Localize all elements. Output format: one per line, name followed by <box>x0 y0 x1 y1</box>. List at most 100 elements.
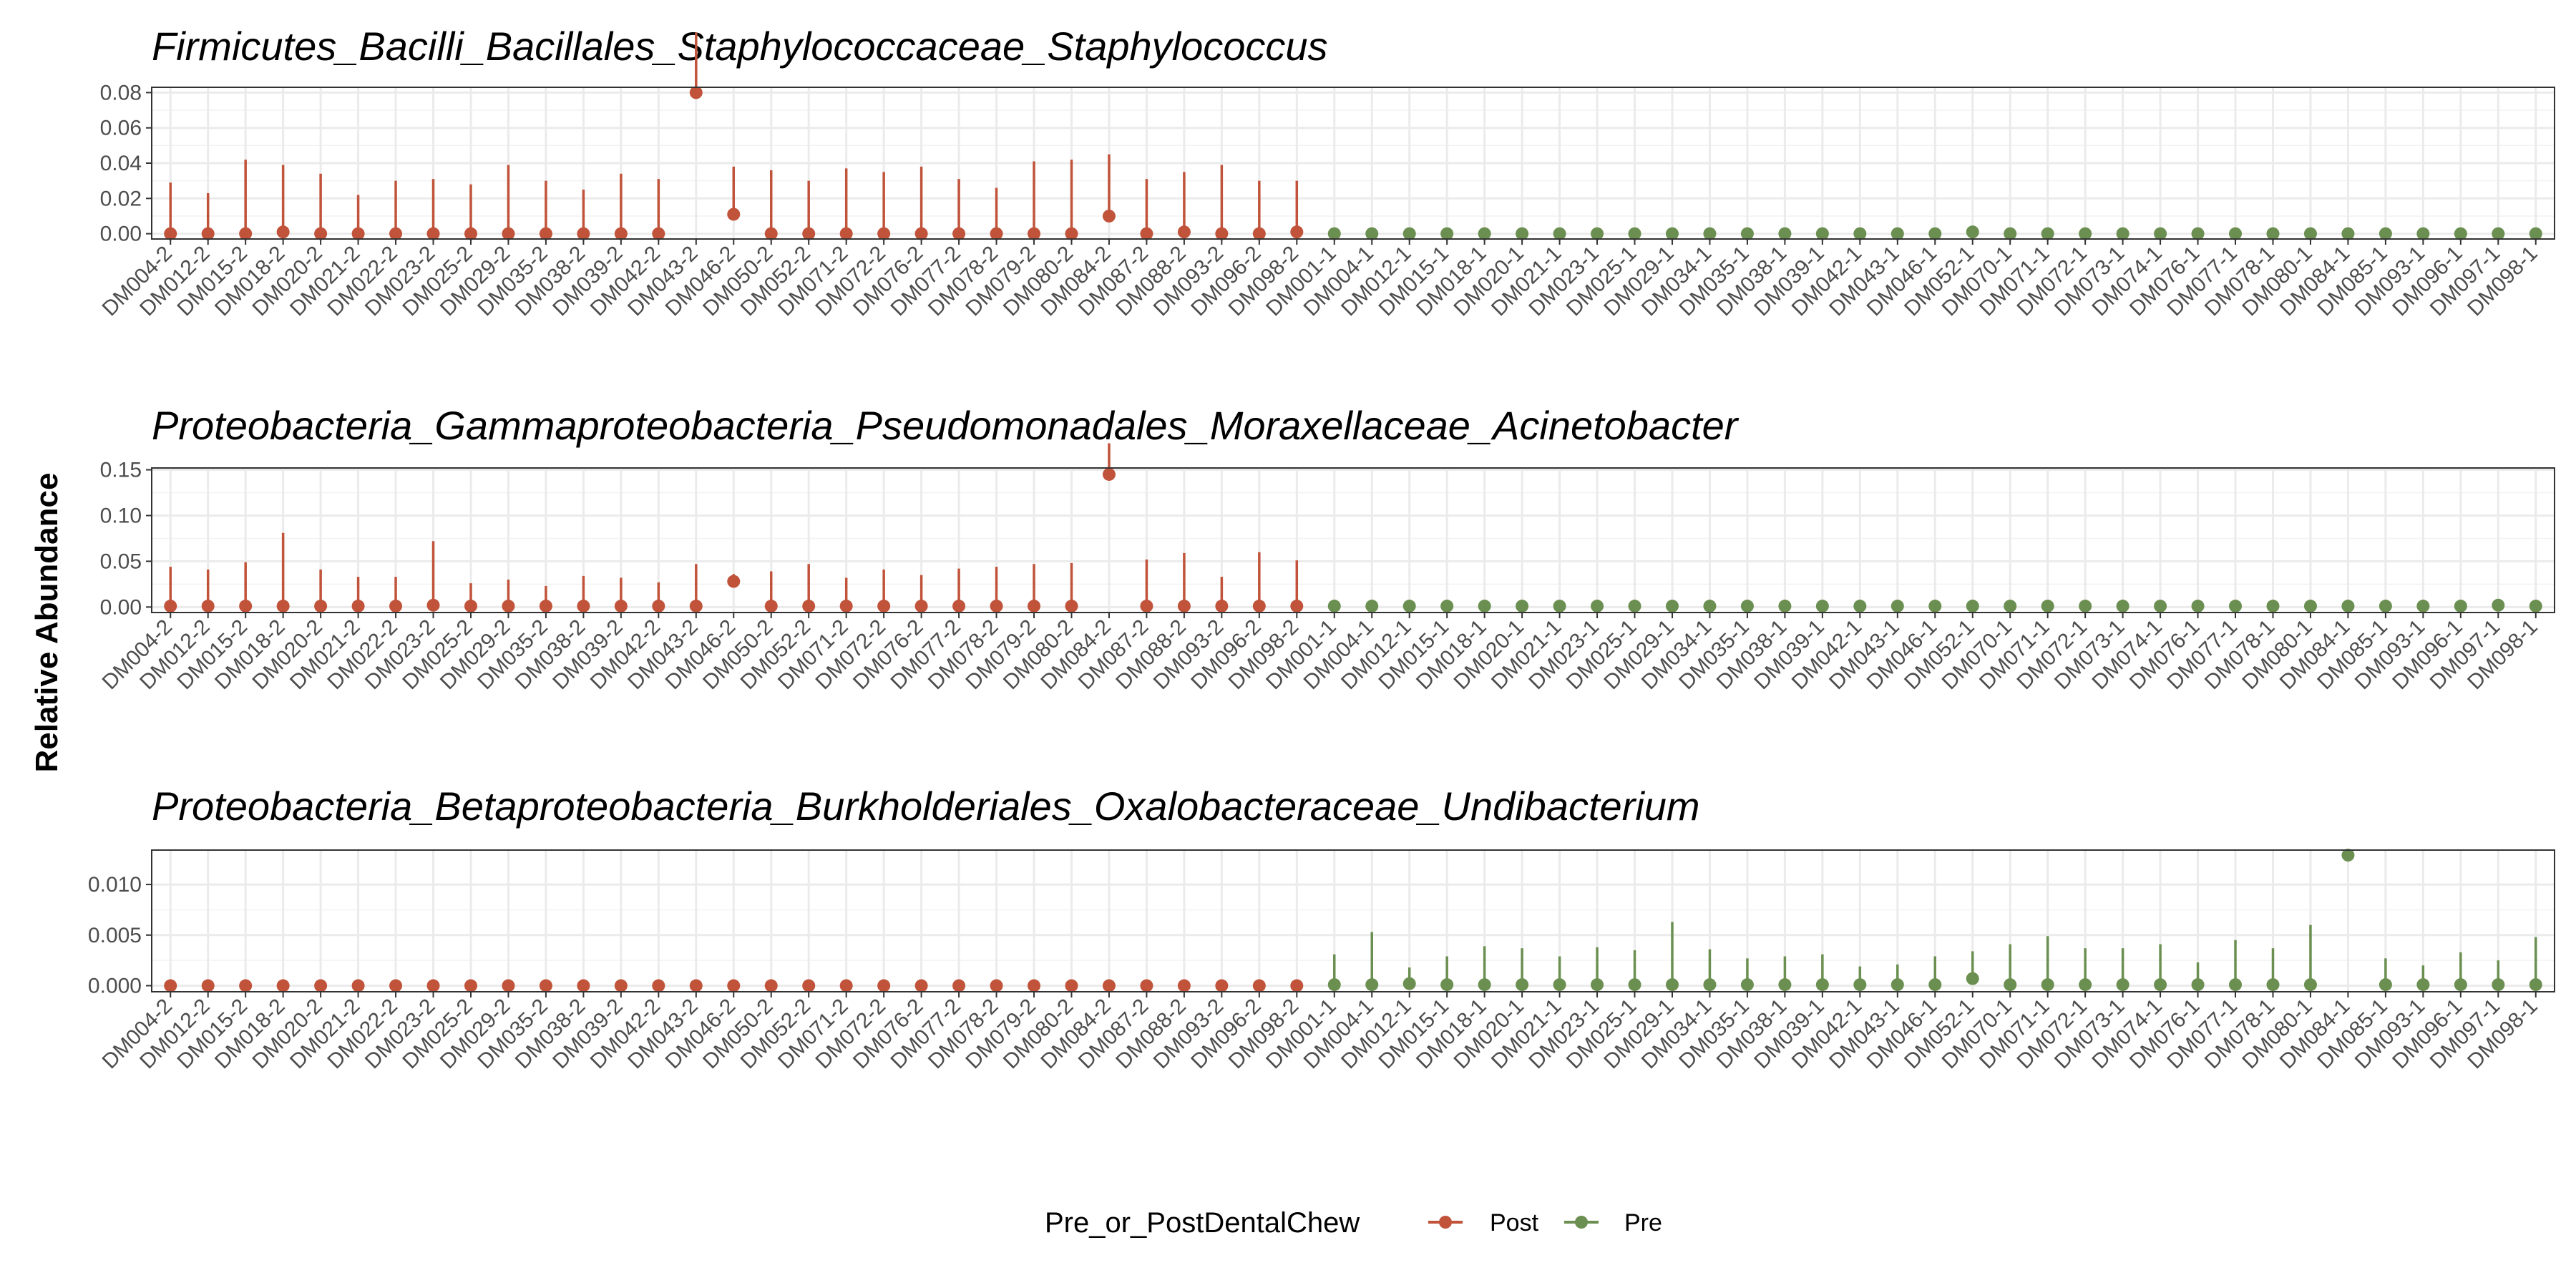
data-point <box>1140 227 1153 240</box>
data-point <box>614 600 628 613</box>
data-point <box>1177 225 1191 239</box>
legend-label-post: Post <box>1490 1209 1539 1236</box>
data-point <box>1365 227 1379 240</box>
data-point <box>1778 600 1792 613</box>
data-point <box>2454 600 2467 613</box>
data-point <box>2341 600 2355 613</box>
legend-key-pre-point <box>1575 1216 1588 1229</box>
panel-border <box>151 849 2555 992</box>
data-point <box>1402 227 1416 240</box>
data-point <box>1778 978 1792 992</box>
data-point <box>464 979 477 992</box>
data-point <box>764 227 778 240</box>
panel-1: Firmicutes_Bacilli_Bacillales_Staphyloco… <box>98 24 2555 321</box>
data-point <box>1628 600 1641 613</box>
data-point <box>877 979 891 992</box>
data-point <box>239 227 253 240</box>
data-point <box>1890 227 1904 240</box>
data-point <box>727 208 741 221</box>
panel-2: Proteobacteria_Gammaproteobacteria_Pseud… <box>98 403 2555 694</box>
data-point <box>652 600 665 613</box>
data-point <box>1478 978 1491 992</box>
data-point <box>1740 600 1754 613</box>
data-point <box>1966 600 1979 613</box>
data-point <box>1928 600 1942 613</box>
data-point <box>426 979 440 992</box>
data-point <box>877 227 891 240</box>
y-tick-label: 0.15 <box>100 459 142 482</box>
data-point <box>1252 600 1266 613</box>
data-point <box>1591 978 1604 992</box>
data-point <box>1853 978 1867 992</box>
panels: Firmicutes_Bacilli_Bacillales_Staphyloco… <box>88 24 2555 1073</box>
data-point <box>2229 978 2243 992</box>
data-point <box>1628 227 1641 240</box>
data-point <box>464 227 477 240</box>
data-point <box>164 600 177 613</box>
data-point <box>1740 978 1754 992</box>
data-point <box>2116 227 2129 240</box>
data-point <box>164 979 177 992</box>
data-point <box>2116 978 2129 992</box>
data-point <box>2303 978 2317 992</box>
data-point <box>2379 600 2392 613</box>
data-point <box>990 600 1003 613</box>
data-point <box>1140 979 1153 992</box>
data-point <box>1252 227 1266 240</box>
data-point <box>1591 227 1604 240</box>
data-point <box>2416 227 2430 240</box>
y-tick-label: 0.10 <box>100 504 142 527</box>
data-point <box>2116 600 2129 613</box>
data-point <box>1815 978 1829 992</box>
data-point <box>1440 227 1454 240</box>
data-point <box>2041 978 2054 992</box>
data-point <box>1890 978 1904 992</box>
data-point <box>1703 978 1717 992</box>
data-point <box>1215 979 1229 992</box>
data-point <box>1065 979 1078 992</box>
data-point <box>764 979 778 992</box>
y-tick-label: 0.08 <box>100 81 142 104</box>
data-point <box>1102 467 1116 481</box>
data-point <box>2079 978 2092 992</box>
data-point <box>1102 209 1116 223</box>
data-point <box>990 979 1003 992</box>
data-point <box>539 600 552 613</box>
data-point <box>1327 978 1341 992</box>
data-point <box>1966 225 1979 239</box>
data-point <box>727 979 741 992</box>
data-point <box>1853 600 1867 613</box>
data-point <box>1177 979 1191 992</box>
data-point <box>1290 600 1304 613</box>
panel-2-title: Proteobacteria_Gammaproteobacteria_Pseud… <box>152 403 1740 448</box>
data-point <box>1215 227 1229 240</box>
data-point <box>1815 600 1829 613</box>
data-point <box>201 979 215 992</box>
data-point <box>2191 600 2205 613</box>
y-tick-label: 0.00 <box>100 595 142 619</box>
y-axis-label: Relative Abundance <box>29 473 64 773</box>
data-point <box>2379 978 2392 992</box>
data-point <box>1553 978 1566 992</box>
data-point <box>1516 600 1529 613</box>
data-point <box>351 979 365 992</box>
data-point <box>1365 978 1379 992</box>
data-point <box>1102 979 1116 992</box>
data-point <box>689 979 703 992</box>
data-point <box>314 979 328 992</box>
data-point <box>1440 978 1454 992</box>
data-point <box>2154 600 2167 613</box>
data-point <box>1778 227 1792 240</box>
data-point <box>1440 600 1454 613</box>
data-point <box>2454 978 2467 992</box>
panel-border <box>151 467 2555 613</box>
data-point <box>1553 227 1566 240</box>
data-point <box>314 600 328 613</box>
data-point <box>764 600 778 613</box>
data-point <box>952 227 966 240</box>
data-point <box>2529 978 2542 992</box>
data-point <box>839 600 853 613</box>
panel-border <box>151 87 2555 240</box>
data-point <box>502 227 515 240</box>
